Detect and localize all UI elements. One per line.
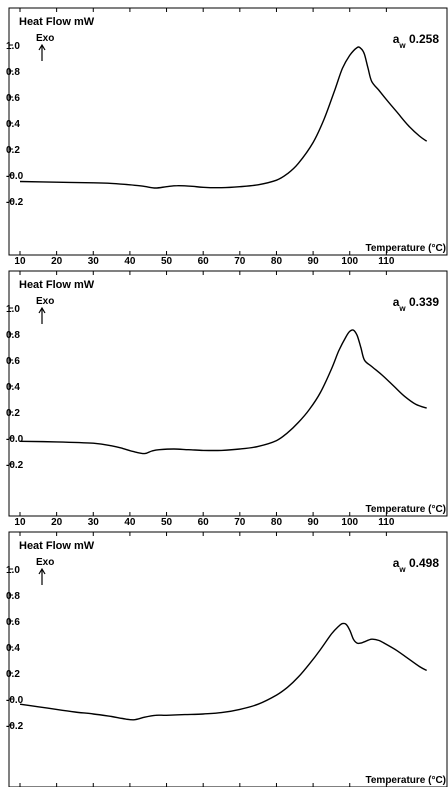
y-tick-label: 0.6 xyxy=(6,356,20,367)
y-tick-label: 0.4 xyxy=(6,382,20,393)
x-tick-label: 110 xyxy=(378,517,395,528)
exo-arrow-head xyxy=(38,567,46,575)
aw-symbol: a xyxy=(393,295,400,309)
aw-value: 0.498 xyxy=(406,556,440,570)
x-tick-label: 10 xyxy=(14,517,26,528)
y-tick-label: 0.2 xyxy=(6,145,20,156)
x-tick-label: 90 xyxy=(308,517,320,528)
aw-value: 0.339 xyxy=(406,295,440,309)
x-tick-label: 40 xyxy=(124,256,136,267)
y-tick-label: 1.0 xyxy=(6,565,20,576)
plot-frame-3 xyxy=(8,531,448,787)
y-tick-label: 0.4 xyxy=(6,119,20,130)
x-tick-label: 30 xyxy=(88,256,100,267)
x-tick-label: 10 xyxy=(14,256,26,267)
x-tick-label: 80 xyxy=(271,256,283,267)
y-tick-label: 0.8 xyxy=(6,330,20,341)
y-tick-label: 0.6 xyxy=(6,617,20,628)
x-tick-label: 20 xyxy=(51,256,63,267)
x-tick-label: 70 xyxy=(234,256,246,267)
x-tick-label: 60 xyxy=(198,256,210,267)
y-tick-label: -0.0 xyxy=(6,695,24,706)
x-tick-label: 70 xyxy=(234,517,246,528)
exo-label: Exo xyxy=(36,33,54,44)
x-axis-label: Temperature (°C) xyxy=(366,504,447,515)
y-tick-label: 0.8 xyxy=(6,591,20,602)
x-axis-label: Temperature (°C) xyxy=(366,775,447,786)
x-tick-label: 40 xyxy=(124,517,136,528)
y-tick-label: 1.0 xyxy=(6,41,20,52)
aw-subscript: w xyxy=(398,565,406,574)
x-tick-label: 110 xyxy=(378,256,395,267)
y-tick-label: 0.2 xyxy=(6,669,20,680)
plot-frame-1 xyxy=(8,7,448,256)
y-tick-label: -0.2 xyxy=(6,197,24,208)
heat-flow-curve-2 xyxy=(19,329,427,455)
water-activity-label: aw 0.258 xyxy=(393,32,440,50)
x-tick-label: 100 xyxy=(341,517,358,528)
x-axis-label: Temperature (°C) xyxy=(366,243,447,254)
exo-arrow-head xyxy=(38,306,46,314)
y-axis-title: Heat Flow mW xyxy=(19,540,95,552)
y-tick-label: 1.0 xyxy=(6,304,20,315)
y-tick-label: 0.8 xyxy=(6,67,20,78)
y-tick-label: -0.2 xyxy=(6,721,24,732)
aw-symbol: a xyxy=(393,556,400,570)
exo-label: Exo xyxy=(36,557,54,568)
x-tick-label: 50 xyxy=(161,256,173,267)
y-tick-label: 0.2 xyxy=(6,408,20,419)
y-axis-title: Heat Flow mW xyxy=(19,16,95,28)
plot-frame-2 xyxy=(8,270,448,517)
x-tick-label: 90 xyxy=(308,256,320,267)
y-tick-label: 0.4 xyxy=(6,643,20,654)
heat-flow-curve-3 xyxy=(19,622,428,721)
aw-subscript: w xyxy=(398,41,406,50)
aw-symbol: a xyxy=(393,32,400,46)
exo-arrow-head xyxy=(38,43,46,51)
x-tick-label: 100 xyxy=(341,256,358,267)
x-tick-label: 50 xyxy=(161,517,173,528)
y-tick-label: -0.0 xyxy=(6,434,24,445)
x-tick-label: 20 xyxy=(51,517,63,528)
x-tick-label: 80 xyxy=(271,517,283,528)
y-tick-label: -0.2 xyxy=(6,460,24,471)
aw-value: 0.258 xyxy=(406,32,440,46)
y-axis-title: Heat Flow mW xyxy=(19,279,95,291)
exo-label: Exo xyxy=(36,296,54,307)
heat-flow-curve-1 xyxy=(19,46,428,189)
x-tick-label: 30 xyxy=(88,517,100,528)
y-tick-label: -0.0 xyxy=(6,171,24,182)
water-activity-label: aw 0.339 xyxy=(393,295,440,313)
water-activity-label: aw 0.498 xyxy=(393,556,440,574)
aw-subscript: w xyxy=(398,304,406,313)
x-tick-label: 60 xyxy=(198,517,210,528)
y-tick-label: 0.6 xyxy=(6,93,20,104)
